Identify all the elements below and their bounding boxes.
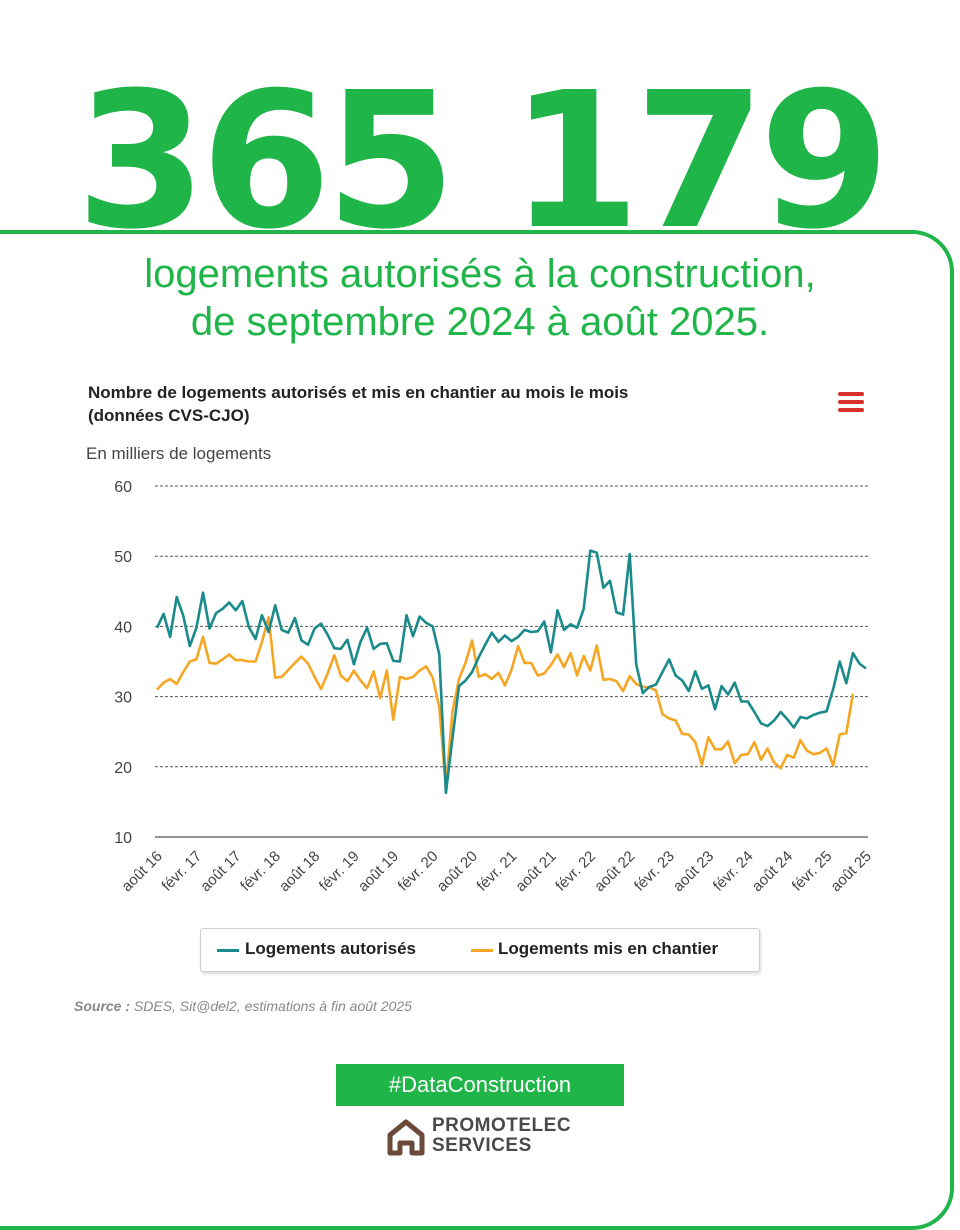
series-line-authorised[interactable] <box>155 549 867 795</box>
headline-subtitle-line2: de septembre 2024 à août 2025. <box>190 300 770 344</box>
y-tick-label: 60 <box>114 479 132 496</box>
y-tick-label: 30 <box>114 690 132 707</box>
y-tick-label: 50 <box>114 549 132 566</box>
x-tick-label: août 24 <box>749 848 796 895</box>
y-axis-unit-label: En milliers de logements <box>86 444 272 463</box>
x-tick-label: août 17 <box>197 848 244 895</box>
y-tick-label: 10 <box>114 830 132 847</box>
headline-subtitle-line1: logements autorisés à la construction, <box>144 252 816 296</box>
chart-legend: Logements autorisés Logements mis en cha… <box>200 928 760 972</box>
source-text: SDES, Sit@del2, estimations à fin août 2… <box>133 998 412 1014</box>
x-tick-label: févr. 19 <box>316 848 363 895</box>
x-tick-label: févr. 18 <box>237 848 284 895</box>
chart-menu-icon[interactable] <box>838 392 864 414</box>
logo-line1: PROMOTELEC <box>432 1115 572 1136</box>
y-tick-label: 20 <box>114 760 132 777</box>
series-line-started[interactable] <box>156 616 855 789</box>
source-label: Source : <box>74 998 131 1014</box>
x-tick-label: août 16 <box>118 848 165 895</box>
promotelec-logo: PROMOTELEC SERVICES <box>386 1114 586 1158</box>
x-tick-label: août 18 <box>276 848 323 895</box>
x-tick-label: févr. 23 <box>631 848 678 895</box>
x-tick-label: févr. 17 <box>158 848 205 895</box>
source-note: Source : SDES, Sit@del2, estimations à f… <box>74 998 412 1014</box>
x-tick-label: août 21 <box>512 848 559 895</box>
legend-line-authorised <box>217 949 239 952</box>
x-tick-label: févr. 22 <box>552 848 599 895</box>
legend-line-started <box>471 949 493 952</box>
x-tick-label: févr. 20 <box>395 848 442 895</box>
logo-text: PROMOTELEC SERVICES <box>432 1116 571 1156</box>
logo-line2: SERVICES <box>432 1135 532 1156</box>
hashtag-badge: #DataConstruction <box>336 1064 624 1106</box>
x-tick-label: août 25 <box>827 848 874 895</box>
house-logo-icon <box>387 1119 425 1156</box>
legend-item-started[interactable]: Logements mis en chantier <box>498 939 719 958</box>
chart-title: Nombre de logements autorisés et mis en … <box>88 381 808 427</box>
x-tick-label: août 20 <box>434 848 481 895</box>
x-tick-label: août 22 <box>591 848 638 895</box>
headline-subtitle: logements autorisés à la construction, d… <box>0 250 960 346</box>
x-tick-label: août 19 <box>355 848 402 895</box>
chart-title-line1: Nombre de logements autorisés et mis en … <box>88 383 629 402</box>
x-tick-label: févr. 24 <box>710 848 757 895</box>
y-tick-label: 40 <box>114 619 132 636</box>
headline-number: 365 179 <box>75 52 890 271</box>
x-tick-label: févr. 21 <box>474 848 521 895</box>
legend-item-authorised[interactable]: Logements autorisés <box>245 939 416 958</box>
x-tick-label: août 23 <box>670 848 717 895</box>
x-tick-label: févr. 25 <box>789 848 836 895</box>
chart-title-line2: (données CVS-CJO) <box>88 406 250 425</box>
